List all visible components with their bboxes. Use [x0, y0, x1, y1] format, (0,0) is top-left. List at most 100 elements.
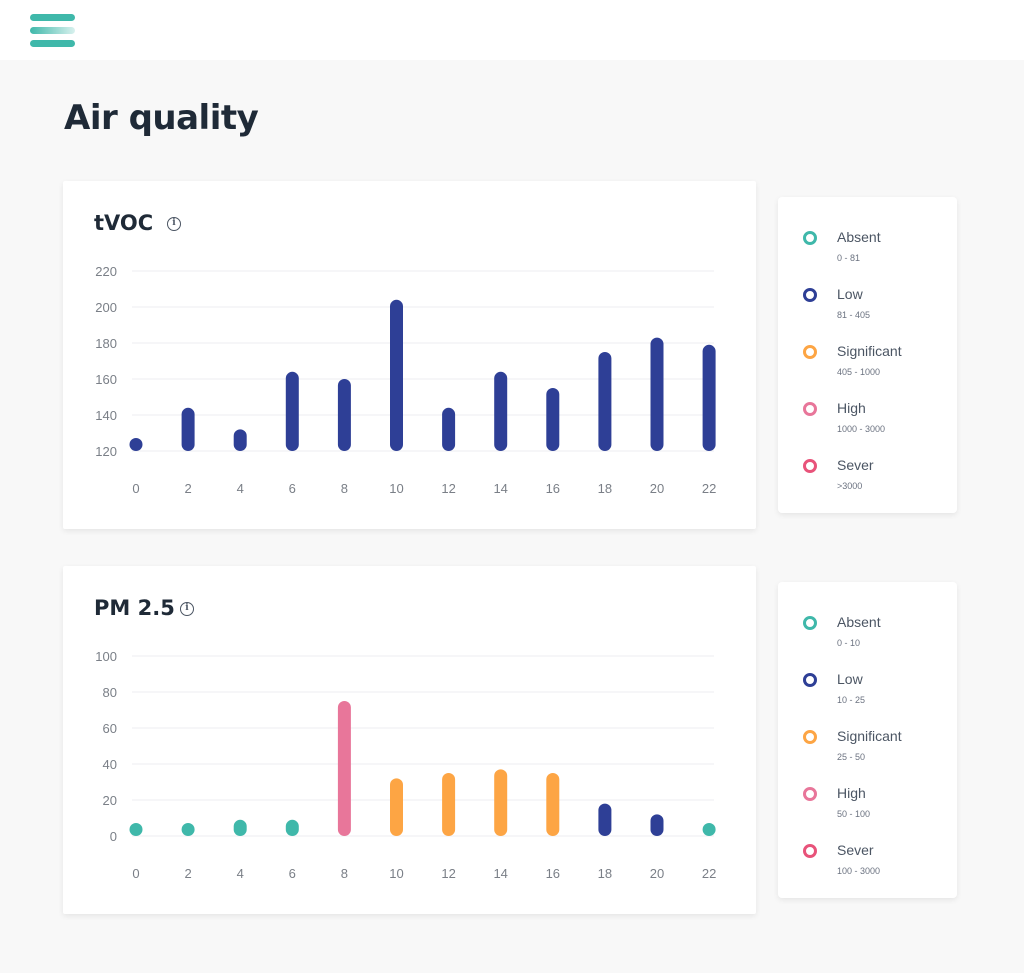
legend-range: 1000 - 3000: [837, 424, 886, 434]
x-tick-label: 14: [493, 866, 507, 881]
x-tick-label: 2: [184, 481, 191, 496]
y-tick-label: 180: [95, 336, 117, 351]
legend-dot-icon: [803, 345, 817, 359]
y-tick-label: 140: [95, 408, 117, 423]
info-icon[interactable]: i: [167, 217, 181, 231]
bar: [129, 823, 143, 836]
legend-label: Significant: [837, 343, 902, 359]
legend-range: >3000: [837, 481, 863, 491]
x-tick-label: 0: [132, 481, 139, 496]
y-tick-label: 60: [103, 721, 117, 736]
tvoc-bar-chart: 120 140 160 180 200 220 0 2 4 6 8 10 12 14 16 18 20 22: [95, 264, 716, 496]
x-tick-label: 4: [237, 481, 244, 496]
bar: [390, 778, 403, 836]
y-tick-label: 0: [110, 829, 117, 844]
legend-dot-icon: [803, 459, 817, 473]
legend-label: High: [837, 785, 866, 801]
legend-range: 0 - 10: [837, 638, 861, 648]
legend-range: 100 - 3000: [837, 866, 881, 876]
y-tick-label: 80: [103, 685, 117, 700]
y-tick-label: 120: [95, 444, 117, 459]
bar: [233, 429, 247, 451]
legend-dot-icon: [803, 402, 817, 416]
bar: [181, 823, 195, 836]
info-icon[interactable]: i: [180, 602, 194, 616]
bar: [546, 773, 560, 836]
x-tick-label: 2: [184, 866, 191, 881]
x-tick-label: 18: [598, 866, 612, 881]
legend-dot-icon: [803, 844, 817, 858]
x-tick-label: 12: [441, 866, 455, 881]
x-tick-label: 4: [237, 866, 244, 881]
x-tick-label: 12: [441, 481, 455, 496]
x-tick-label: 20: [650, 866, 664, 881]
legend-label: Absent: [837, 614, 881, 630]
pm25-title: PM 2.5: [94, 596, 175, 620]
y-tick-label: 220: [95, 264, 117, 279]
x-tick-label: 10: [389, 481, 403, 496]
legend-label: Sever: [837, 842, 874, 858]
legend-dot-icon: [803, 787, 817, 801]
bar: [285, 371, 299, 451]
legend-range: 405 - 1000: [837, 367, 881, 377]
legend-range: 10 - 25: [837, 695, 866, 705]
legend-range: 50 - 100: [837, 809, 871, 819]
pm25-bar-chart: 0 20 40 60 80 100 0 2 4 6 8 10 12 14 16 18 20 22: [95, 649, 716, 881]
tvoc-title: tVOC: [94, 211, 154, 235]
x-tick-label: 18: [598, 481, 612, 496]
legend-label: Low: [837, 671, 863, 687]
legend-dot-icon: [803, 730, 817, 744]
bar: [650, 814, 664, 836]
legend-label: High: [837, 400, 866, 416]
pm25-chart-card: PM 2.5 i 0 20 40 60 80 100 0 2 4 6 8 10 12 14 16 18 20 22: [63, 566, 756, 914]
legend-label: Absent: [837, 229, 881, 245]
legend-label: Sever: [837, 457, 874, 473]
bar: [233, 819, 247, 836]
x-tick-label: 20: [650, 481, 664, 496]
x-tick-label: 16: [546, 481, 560, 496]
y-tick-label: 20: [103, 793, 117, 808]
legend-dot-icon: [803, 616, 817, 630]
bar: [337, 379, 351, 451]
bar: [129, 438, 143, 451]
bar: [598, 352, 612, 451]
x-tick-label: 10: [389, 866, 403, 881]
bar: [702, 344, 716, 451]
x-tick-label: 16: [546, 866, 560, 881]
top-bar: [0, 0, 1024, 60]
bar: [390, 299, 403, 451]
x-tick-label: 6: [289, 866, 296, 881]
hamburger-menu-icon[interactable]: [30, 14, 76, 50]
tvoc-legend-card: Absent 0 - 81 Low 81 - 405 Significant 405 - …: [778, 197, 957, 513]
legend-range: 0 - 81: [837, 253, 861, 263]
y-tick-label: 40: [103, 757, 117, 772]
y-tick-label: 200: [95, 300, 117, 315]
legend-range: 25 - 50: [837, 752, 866, 762]
bar: [285, 819, 299, 836]
legend-dot-icon: [803, 673, 817, 687]
legend-range: 81 - 405: [837, 310, 871, 320]
bar: [442, 407, 456, 451]
legend-label: Low: [837, 286, 863, 302]
legend-dot-icon: [803, 288, 817, 302]
x-tick-label: 14: [493, 481, 507, 496]
x-tick-label: 22: [702, 481, 716, 496]
bar: [442, 773, 456, 836]
legend-dot-icon: [803, 231, 817, 245]
bar: [494, 769, 508, 836]
legend-label: Significant: [837, 728, 902, 744]
bar: [181, 407, 195, 451]
bar: [494, 371, 508, 451]
y-tick-label: 160: [95, 372, 117, 387]
x-tick-label: 6: [289, 481, 296, 496]
bar: [337, 701, 351, 836]
pm25-legend-card: Absent 0 - 10 Low 10 - 25 Significant 25 - 50…: [778, 582, 957, 898]
x-tick-label: 8: [341, 866, 348, 881]
bar: [598, 803, 612, 836]
tvoc-chart-card: tVOC i 120 140 160 180 200 220 0 2 4 6 8 10 12 14 16 18…: [63, 181, 756, 529]
page-title: Air quality: [64, 98, 259, 138]
x-tick-label: 22: [702, 866, 716, 881]
x-tick-label: 0: [132, 866, 139, 881]
bar: [546, 388, 560, 451]
y-tick-label: 100: [95, 649, 117, 664]
